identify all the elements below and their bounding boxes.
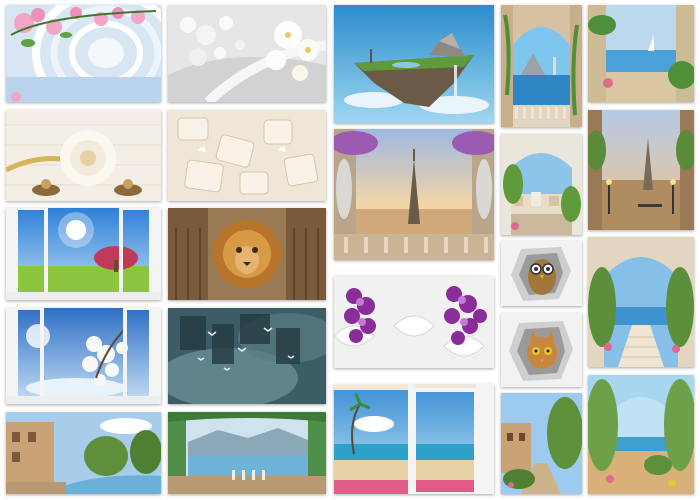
- purple-orchids-image: [334, 276, 494, 368]
- terrace-sea-image: [588, 5, 694, 102]
- eiffel-terrace-image: [588, 110, 694, 230]
- wallpaper-tile-arch-stairs[interactable]: [588, 237, 694, 367]
- wallpaper-tile-cat-hole-kitten[interactable]: [501, 313, 582, 387]
- wallpaper-tile-purple-orchids[interactable]: [334, 276, 494, 368]
- wallpaper-tile-roses-tunnel[interactable]: [6, 5, 161, 102]
- white-spheres-orchid-image: [168, 5, 326, 102]
- wallpaper-tile-garden-path-town[interactable]: [501, 393, 582, 494]
- wallpaper-tile-eiffel-balcony[interactable]: [334, 129, 494, 260]
- wallpaper-tile-arch-sea[interactable]: [501, 5, 582, 127]
- wallpaper-tile-eiffel-terrace[interactable]: [588, 110, 694, 230]
- wallpaper-tile-terrace-sea[interactable]: [588, 5, 694, 102]
- roses-tunnel-image: [6, 5, 161, 102]
- cat-hole-kitten-image: [501, 313, 582, 387]
- window-beach-image: [334, 384, 494, 494]
- wallpaper-tile-window-meadow[interactable]: [6, 208, 161, 300]
- 3d-cream-shapes-image: [168, 110, 326, 201]
- wallpaper-tile-floating-island[interactable]: [334, 5, 494, 123]
- dark-teal-birds-image: [168, 308, 326, 404]
- window-meadow-image: [6, 208, 161, 300]
- wallpaper-tile-window-beach[interactable]: [334, 384, 494, 494]
- wallpaper-tile-lion-wall[interactable]: [168, 208, 326, 300]
- floating-island-image: [334, 5, 494, 123]
- wallpaper-tile-white-peony[interactable]: [6, 110, 161, 201]
- village-canal-image: [6, 412, 161, 494]
- cat-hole-owl-image: [501, 241, 582, 306]
- lion-wall-image: [168, 208, 326, 300]
- arch-stairs-image: [588, 237, 694, 367]
- arch-sea-image: [501, 5, 582, 127]
- wallpaper-tile-garden-arch-lake[interactable]: [588, 375, 694, 494]
- wallpaper-tile-cat-hole-owl[interactable]: [501, 241, 582, 306]
- garden-arch-lake-image: [588, 375, 694, 494]
- arch-town-image: [501, 134, 582, 235]
- wallpaper-tile-dark-teal-birds[interactable]: [168, 308, 326, 404]
- wallpaper-tile-window-blossom[interactable]: [6, 308, 161, 404]
- garden-path-town-image: [501, 393, 582, 494]
- wallpaper-tile-arch-town[interactable]: [501, 134, 582, 235]
- window-blossom-image: [6, 308, 161, 404]
- wallpaper-tile-village-canal[interactable]: [6, 412, 161, 494]
- white-peony-image: [6, 110, 161, 201]
- wallpaper-tile-3d-cream-shapes[interactable]: [168, 110, 326, 201]
- wallpaper-tile-greenhouse-lake[interactable]: [168, 412, 326, 494]
- eiffel-balcony-image: [334, 129, 494, 260]
- greenhouse-lake-image: [168, 412, 326, 494]
- wallpaper-tile-white-spheres-orchid[interactable]: [168, 5, 326, 102]
